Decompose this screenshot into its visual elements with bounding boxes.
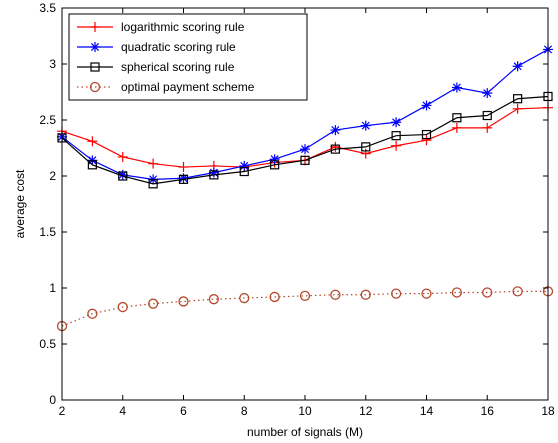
data-point [87, 136, 98, 147]
data-point [391, 117, 402, 128]
data-point [239, 166, 249, 177]
data-point [239, 292, 250, 304]
y-tick-label: 3.5 [39, 1, 56, 15]
legend-marker [90, 62, 100, 72]
data-point [208, 167, 219, 178]
data-point [118, 171, 128, 181]
legend-item: logarithmic scoring rule [77, 20, 245, 34]
data-point [451, 287, 463, 298]
data-point [512, 286, 523, 297]
data-point [117, 169, 128, 180]
data-point [451, 82, 462, 93]
data-point [178, 162, 189, 173]
data-point [87, 160, 97, 170]
y-tick-label: 2.5 [39, 113, 56, 127]
y-tick-label: 3 [49, 57, 56, 71]
x-tick-label: 14 [420, 404, 434, 418]
x-axis-label: number of signals (M) [247, 425, 363, 439]
data-point [300, 155, 310, 165]
data-point [178, 174, 189, 184]
x-tick-label: 4 [119, 404, 126, 418]
axes-layer: 2 4 6 8 10 12 14 16 18 0 0.5 1 1.5 2 2.5 3 3.5 [39, 1, 555, 418]
legend-label: logarithmic scoring rule [121, 20, 245, 34]
data-point [300, 144, 310, 155]
data-point [269, 154, 280, 165]
data-point [299, 290, 311, 301]
data-point [330, 289, 341, 300]
data-point [391, 140, 402, 151]
series-layer [56, 44, 554, 332]
data-point [239, 160, 250, 171]
x-tick-label: 8 [241, 404, 248, 418]
data-point [452, 113, 462, 123]
data-point [390, 288, 402, 299]
data-point [482, 110, 492, 121]
legend-label: spherical scoring rule [121, 60, 235, 74]
y-tick-label: 1 [49, 281, 56, 295]
data-point [482, 122, 493, 133]
data-point [512, 103, 523, 114]
data-point [482, 287, 493, 298]
data-point [178, 173, 189, 184]
data-point [269, 291, 280, 303]
data-point [360, 289, 371, 300]
x-tick-label: 12 [359, 404, 373, 418]
legend-marker [90, 22, 100, 32]
data-point [482, 88, 493, 99]
x-tick-label: 10 [298, 404, 312, 418]
data-point [330, 125, 341, 136]
data-point [270, 160, 280, 170]
y-tick-label: 0.5 [39, 337, 56, 351]
data-point [360, 120, 371, 131]
data-point [330, 141, 341, 152]
data-point [513, 94, 523, 104]
x-tick-label: 18 [541, 404, 555, 418]
x-tick-label: 6 [180, 404, 187, 418]
data-point [360, 148, 371, 159]
y-tick-label: 0 [49, 393, 56, 407]
x-tick-label: 16 [481, 404, 495, 418]
legend-label: optimal payment scheme [121, 80, 255, 94]
data-point [148, 158, 159, 169]
data-point [117, 301, 128, 313]
data-point [178, 296, 189, 307]
data-point [208, 294, 220, 305]
data-point [512, 61, 523, 72]
data-point [147, 298, 159, 309]
y-tick-label: 1.5 [39, 225, 56, 239]
legend-marker [89, 81, 101, 93]
data-point [117, 151, 128, 162]
legend-item: quadratic scoring rule [77, 40, 236, 54]
y-tick-label: 2 [49, 169, 56, 183]
data-point [391, 131, 401, 141]
legend-marker [90, 42, 100, 52]
legend-item: spherical scoring rule [77, 60, 235, 74]
data-point [148, 179, 158, 189]
data-point [421, 288, 432, 299]
legend-label: quadratic scoring rule [121, 40, 236, 54]
data-point [209, 170, 219, 180]
data-point [421, 135, 432, 146]
data-point [361, 142, 371, 152]
x-tick-label: 2 [59, 404, 66, 418]
data-point [451, 122, 462, 133]
data-point [421, 129, 432, 140]
series-line-3 [61, 95, 549, 185]
data-point [421, 100, 432, 111]
legend-item: optimal payment scheme [77, 80, 255, 94]
data-point [330, 144, 340, 154]
data-point [87, 308, 98, 319]
legend-box [68, 13, 308, 101]
y-axis-label: average cost [13, 169, 27, 238]
legend: logarithmic scoring rule quadratic scorin… [68, 13, 308, 101]
